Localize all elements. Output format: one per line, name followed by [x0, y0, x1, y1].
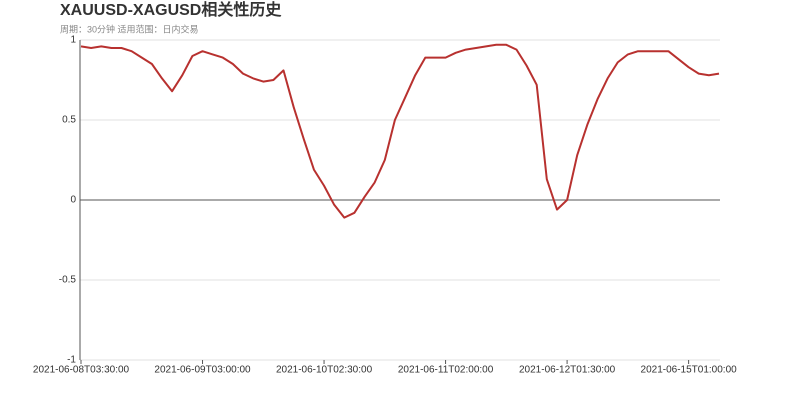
- x-tick-label: 2021-06-11T02:00:00: [398, 365, 494, 376]
- y-tick-label: -0.5: [59, 275, 77, 286]
- x-tick-label: 2021-06-08T03:30:00: [33, 365, 130, 376]
- y-tick-label: 0.5: [62, 115, 76, 126]
- x-tick-label: 2021-06-10T02:30:00: [276, 365, 373, 376]
- x-tick-label: 2021-06-12T01:30:00: [519, 365, 616, 376]
- y-tick-label: 0: [70, 195, 76, 206]
- y-tick-label: -1: [67, 355, 76, 366]
- x-tick-label: 2021-06-15T01:00:00: [641, 365, 738, 376]
- y-tick-label: 1: [70, 35, 76, 46]
- chart-subtitle: 周期：30分钟 适用范围：日内交易: [60, 23, 199, 34]
- line-series: [80, 43, 720, 219]
- chart-title: XAUUSD-XAGUSD相关性历史: [60, 0, 282, 19]
- x-tick-label: 2021-06-09T03:00:00: [154, 365, 251, 376]
